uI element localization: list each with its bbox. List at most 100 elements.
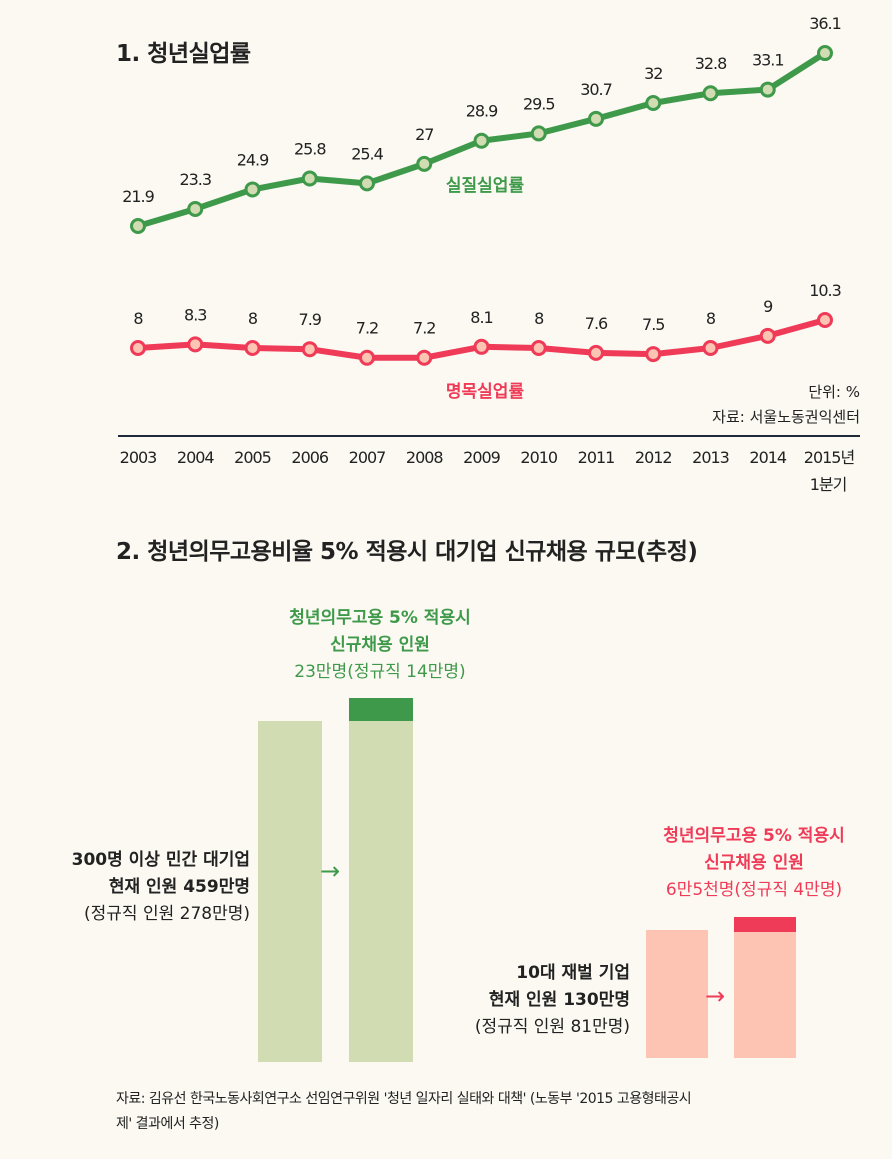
data-label: 24.9: [237, 150, 269, 169]
large-label-line2: 현재 인원 459만명: [108, 877, 250, 897]
data-label: 27: [415, 125, 433, 144]
chaebol-new-line2: 신규채용 인원: [704, 853, 804, 873]
data-label: 29.5: [523, 94, 555, 113]
data-point: [817, 311, 833, 328]
x-tick-label: 2013: [692, 448, 729, 467]
data-point: [130, 218, 146, 234]
source-line1: 자료: 김유선 한국노동사회연구소 선임연구위원 '청년 일자리 실태와 대책'…: [116, 1091, 692, 1107]
data-label: 7.2: [413, 319, 435, 338]
data-label: 23.3: [179, 170, 211, 189]
data-label: 8: [534, 309, 544, 328]
data-point: [130, 340, 146, 356]
data-point: [301, 341, 318, 358]
chaebol-new-line1: 청년의무고용 5% 적용시: [663, 826, 845, 846]
chaebol-label-line2: 현재 인원 130만명: [488, 990, 630, 1010]
x-tick-label: 2009: [463, 448, 501, 467]
large-label-line1: 300명 이상 민간 대기업: [71, 850, 250, 870]
data-label: 8: [248, 309, 258, 328]
large-new-line2: 신규채용 인원: [330, 635, 430, 655]
data-point: [759, 81, 776, 98]
x-tick-label: 2008: [406, 448, 444, 467]
data-point: [416, 349, 433, 366]
data-label: 32: [644, 64, 662, 83]
data-label: 33.1: [752, 51, 784, 70]
data-label: 9: [763, 297, 773, 316]
data-point: [244, 340, 261, 356]
data-label: 28.9: [466, 102, 498, 121]
bar-large-new: [349, 698, 413, 721]
source-label: 자료: 서울노동권익센터: [712, 408, 860, 426]
data-label: 32.8: [695, 54, 727, 73]
section2-source: 자료: 김유선 한국노동사회연구소 선임연구위원 '청년 일자리 실태와 대책'…: [116, 1087, 692, 1137]
data-label: 25.4: [351, 144, 383, 163]
data-label: 7.5: [642, 315, 664, 334]
data-label: 21.9: [122, 187, 154, 206]
data-point: [359, 349, 375, 366]
large-new-hires-label: 청년의무고용 5% 적용시 신규채용 인원 23만명(정규직 14만명): [230, 605, 530, 686]
data-point: [702, 85, 719, 102]
bar-chaebol-after: [734, 932, 796, 1058]
data-label: 8.3: [184, 305, 206, 324]
series-label-real: 실질실업률: [446, 175, 525, 196]
data-point: [187, 200, 204, 217]
chaebol-new-hires-label: 청년의무고용 5% 적용시 신규채용 인원 6만5천명(정규직 4만명): [616, 823, 892, 904]
data-point: [702, 340, 719, 356]
x-tick-label: 2012: [635, 448, 672, 467]
arrow-right-icon: →: [320, 857, 341, 885]
data-point: [759, 327, 776, 344]
chaebol-current-label: 10대 재벌 기업 현재 인원 130만명 (정규직 인원 81만명): [380, 960, 630, 1041]
chaebol-label-line3: (정규직 인원 81만명): [474, 1017, 630, 1037]
data-point: [473, 338, 490, 355]
data-point: [530, 125, 547, 142]
x-sublabel: 1분기: [810, 475, 847, 494]
bar-chaebol-new: [734, 917, 796, 932]
data-point: [301, 170, 318, 187]
bar-large-after: [349, 721, 413, 1062]
x-tick-label: 2011: [578, 448, 615, 467]
data-label: 7.6: [585, 314, 608, 333]
data-label: 30.7: [580, 80, 612, 99]
large-label-line3: (정규직 인원 278만명): [84, 904, 250, 924]
data-point: [645, 94, 662, 111]
data-label: 10.3: [809, 281, 841, 300]
large-new-line3: 23만명(정규직 14만명): [294, 662, 466, 682]
data-point: [473, 132, 490, 149]
x-tick-label: 2004: [177, 448, 215, 467]
data-point: [530, 340, 547, 356]
data-point: [645, 346, 662, 363]
data-label: 7.2: [356, 319, 378, 338]
data-point: [588, 344, 604, 361]
x-tick-label: 2005: [234, 448, 271, 467]
x-tick-label: 2007: [349, 448, 386, 467]
section1-title: 1. 청년실업률: [116, 41, 251, 67]
data-label: 7.9: [299, 310, 322, 329]
arrow-right-icon: →: [705, 982, 726, 1010]
data-label: 25.8: [294, 139, 326, 158]
source-line2: 제' 결과에서 추정): [116, 1116, 219, 1132]
data-point: [416, 155, 433, 172]
x-tick-label: 2006: [291, 448, 329, 467]
data-point: [187, 336, 204, 353]
x-tick-label: 2003: [120, 448, 157, 467]
data-label: 36.1: [809, 14, 841, 33]
unit-label: 단위: %: [808, 383, 860, 401]
line-chart: 21.9 23.3 24.9 25.8 25.4 27 28.9 29.5 30.7 32 32.8…: [118, 14, 860, 494]
data-label: 8.1: [470, 308, 492, 327]
data-label: 8: [133, 309, 143, 328]
chaebol-label-line1: 10대 재벌 기업: [516, 963, 630, 983]
section2-title: 2. 청년의무고용비율 5% 적용시 대기업 신규채용 규모(추정): [116, 539, 698, 565]
data-point: [817, 45, 833, 62]
data-point: [359, 175, 375, 192]
bar-large-current: [258, 721, 322, 1062]
data-point: [244, 181, 261, 198]
bar-chaebol-current: [646, 930, 708, 1058]
data-point: [588, 110, 604, 127]
large-current-label: 300명 이상 민간 대기업 현재 인원 459만명 (정규직 인원 278만명…: [0, 847, 250, 928]
large-new-line1: 청년의무고용 5% 적용시: [289, 608, 471, 628]
chaebol-new-line3: 6만5천명(정규직 4만명): [665, 880, 843, 900]
series-label-nominal: 명목실업률: [446, 382, 525, 402]
x-tick-label: 2014: [749, 448, 787, 467]
data-label: 8: [706, 309, 716, 328]
x-tick-label: 2010: [520, 448, 558, 467]
